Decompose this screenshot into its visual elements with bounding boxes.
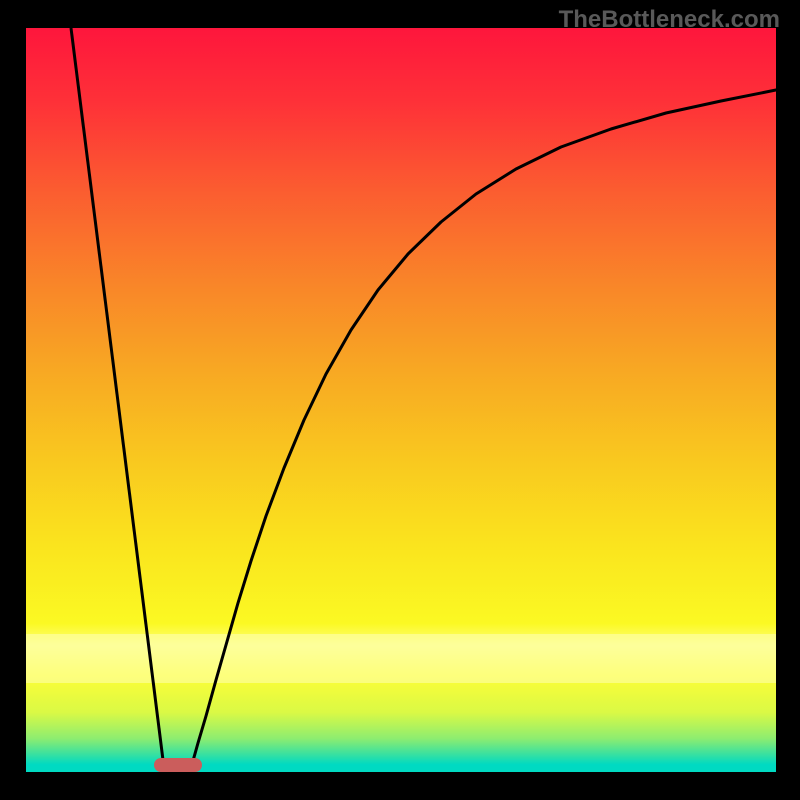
plot-area	[26, 28, 776, 772]
bottleneck-marker	[154, 758, 202, 772]
yellow-highlight-band	[26, 634, 776, 682]
